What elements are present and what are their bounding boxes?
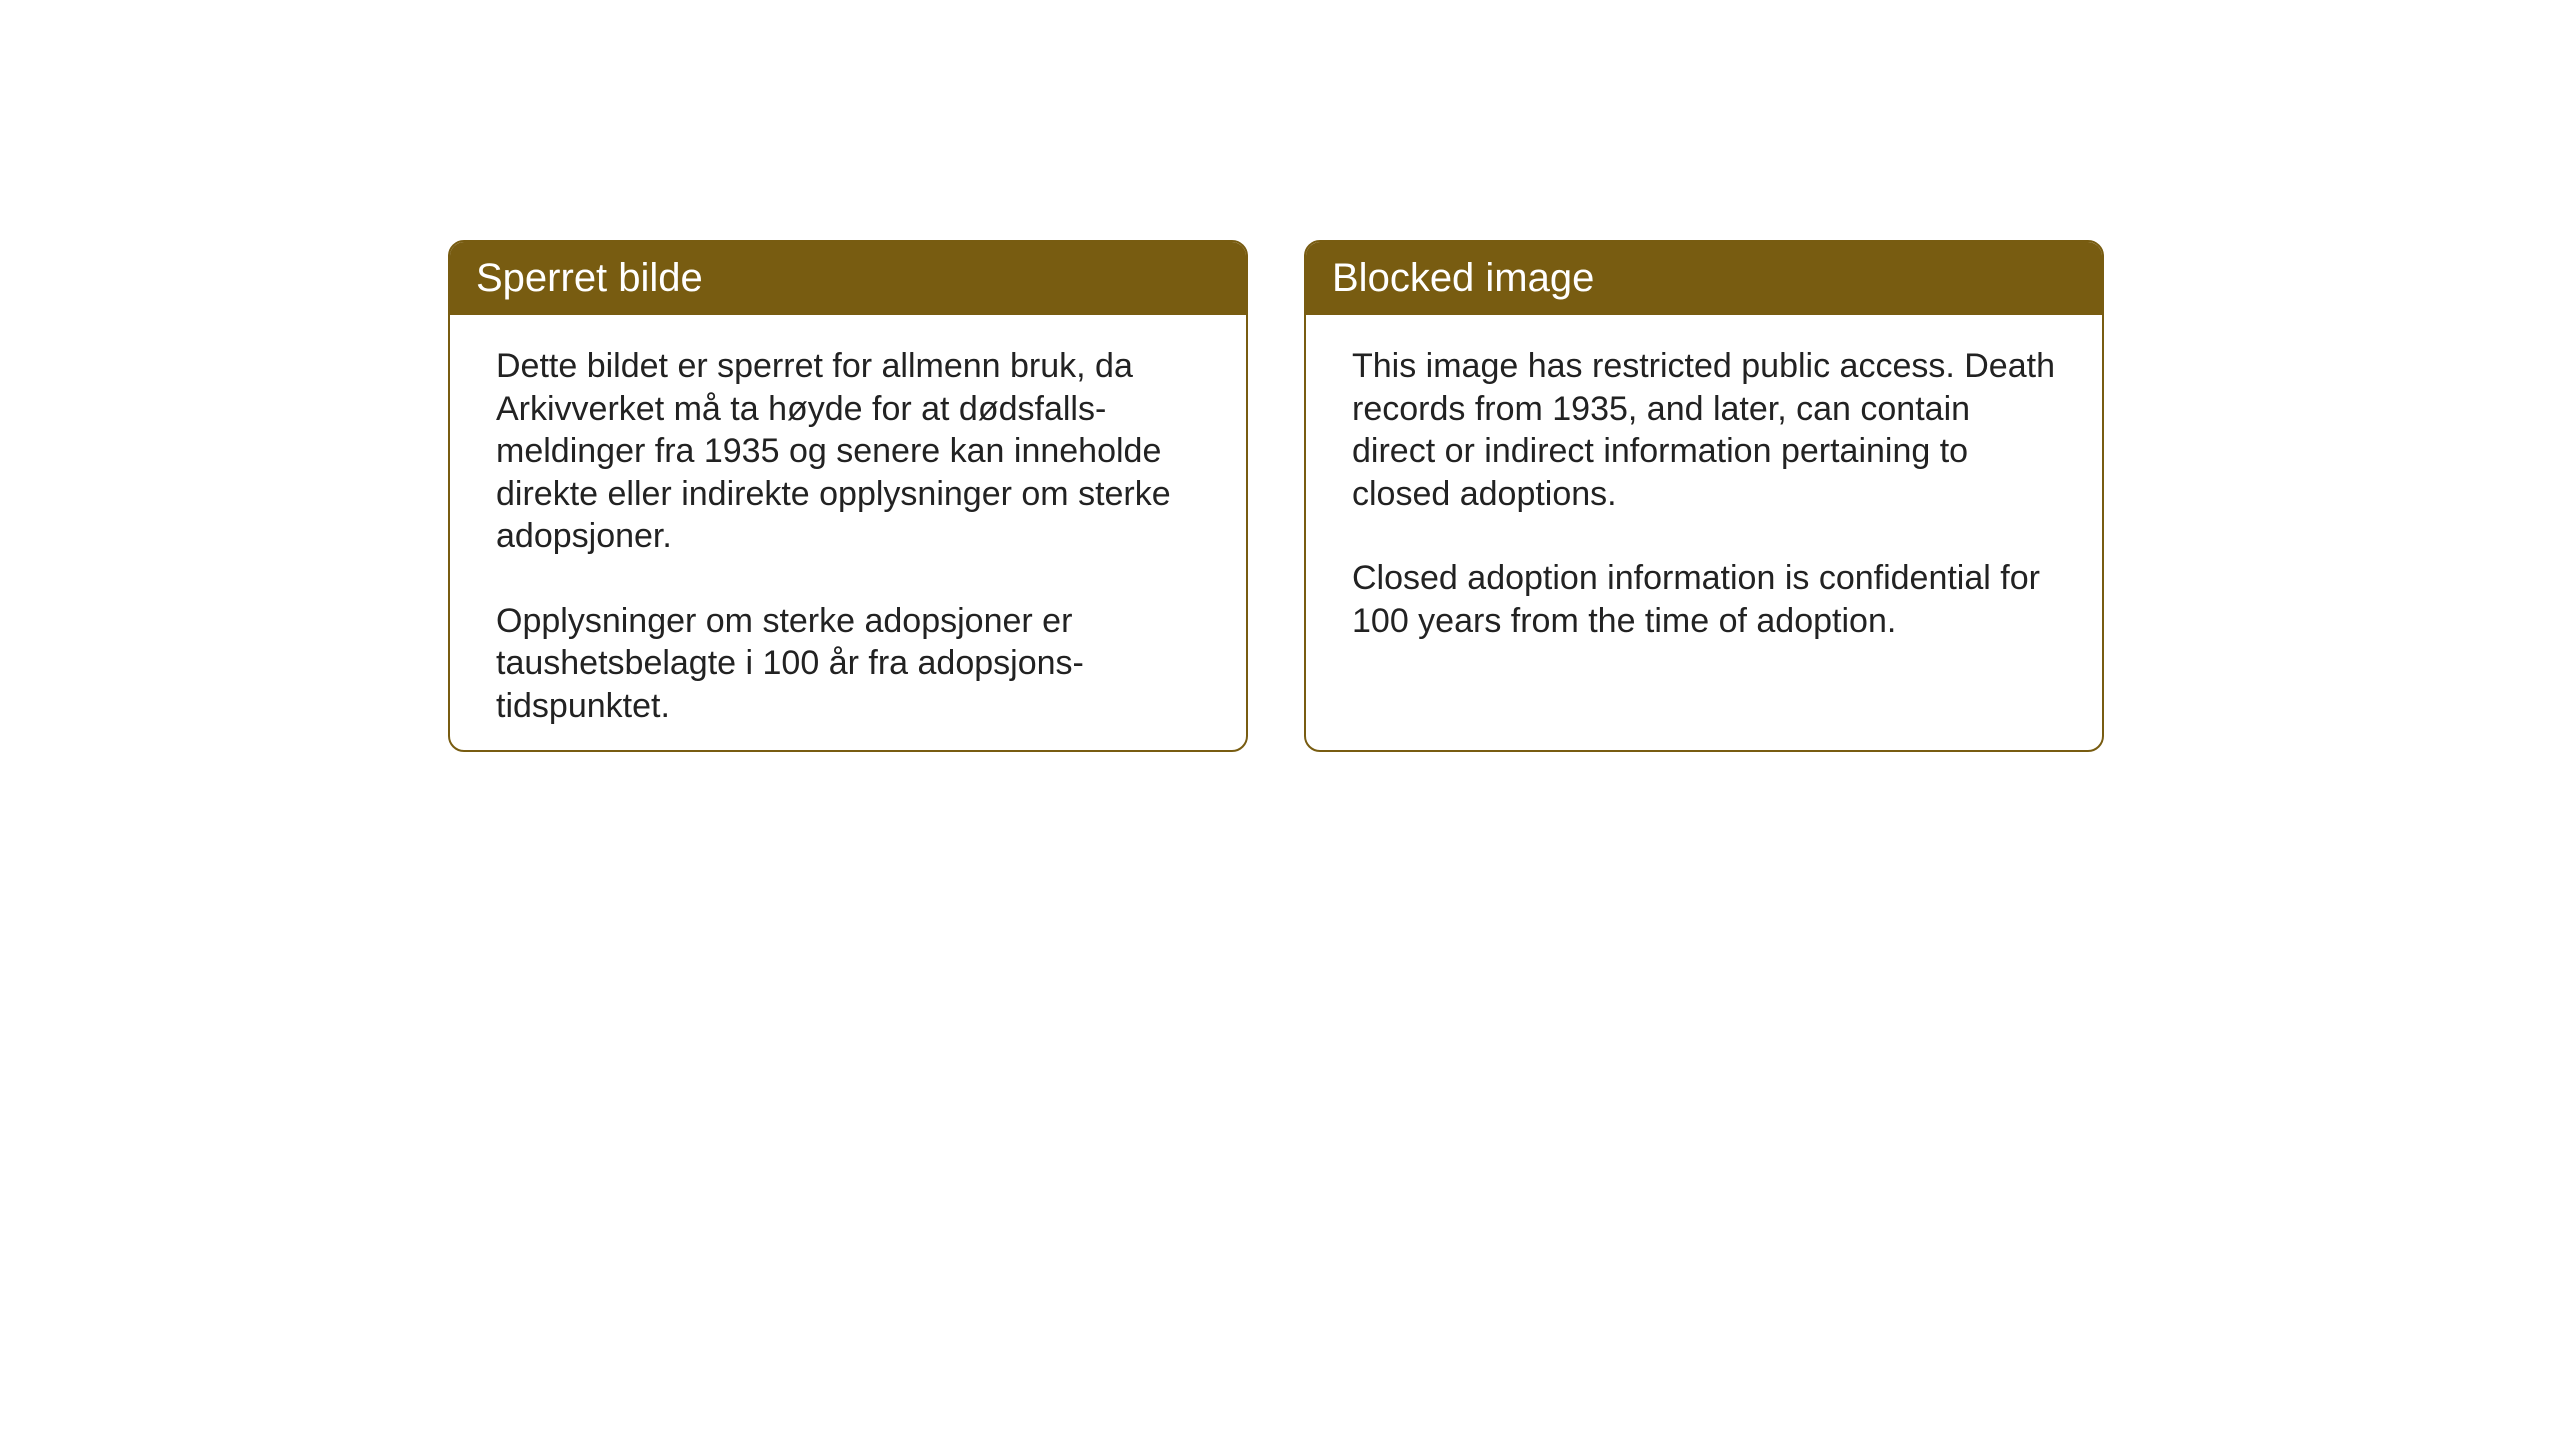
norwegian-notice-card: Sperret bilde Dette bildet er sperret fo… (448, 240, 1248, 752)
norwegian-card-body: Dette bildet er sperret for allmenn bruk… (450, 315, 1246, 752)
english-card-body: This image has restricted public access.… (1306, 315, 2102, 672)
english-card-title: Blocked image (1332, 256, 1594, 300)
norwegian-card-header: Sperret bilde (450, 242, 1246, 315)
notice-container: Sperret bilde Dette bildet er sperret fo… (448, 240, 2104, 752)
english-notice-card: Blocked image This image has restricted … (1304, 240, 2104, 752)
english-card-header: Blocked image (1306, 242, 2102, 315)
english-paragraph-1: This image has restricted public access.… (1352, 345, 2062, 515)
norwegian-card-title: Sperret bilde (476, 256, 703, 300)
english-paragraph-2: Closed adoption information is confident… (1352, 557, 2062, 642)
norwegian-paragraph-1: Dette bildet er sperret for allmenn bruk… (496, 345, 1206, 558)
norwegian-paragraph-2: Opplysninger om sterke adopsjoner er tau… (496, 600, 1206, 728)
